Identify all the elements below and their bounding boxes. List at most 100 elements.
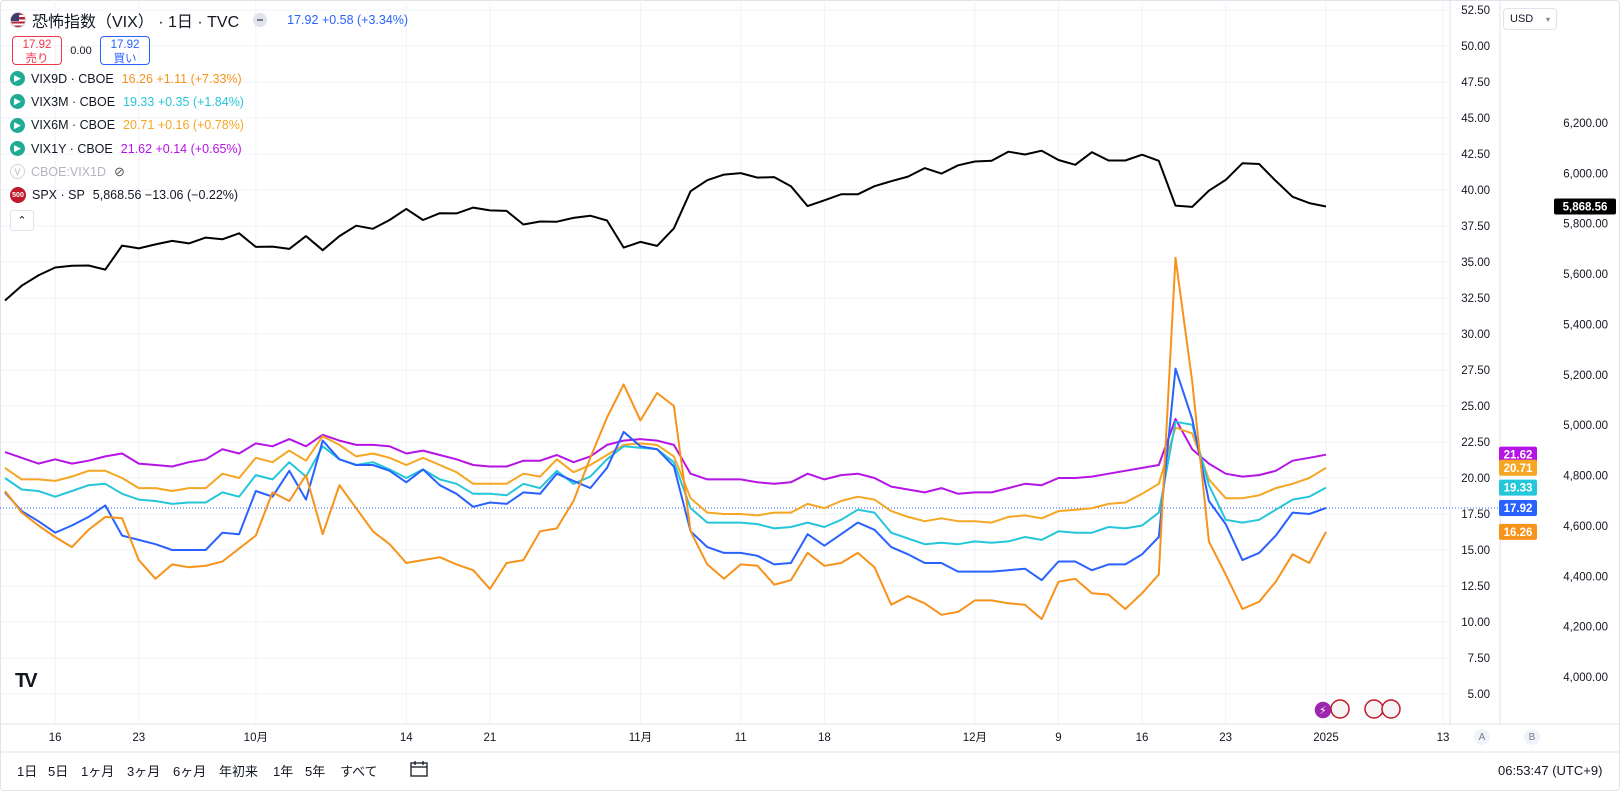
series-layer (0, 149, 1500, 621)
price-tag-label: 21.62 (1504, 450, 1533, 462)
series-line-1 (4, 426, 1327, 524)
range-button[interactable]: 3ヶ月 (127, 764, 161, 779)
left-axis-tick: 25.00 (1461, 401, 1490, 413)
last-price: 17.92 +0.58 (+3.34%) (287, 13, 409, 27)
legend-symbol: CBOE:VIX1D (31, 164, 107, 179)
buy-button[interactable]: 17.92 買い (100, 36, 150, 65)
left-axis-tick: 37.50 (1461, 221, 1490, 233)
us-flag-event-icon[interactable] (1330, 699, 1350, 719)
legend-value: 16.26 +1.11 (+7.33%) (121, 71, 242, 86)
legend-symbol: VIX9D · CBOE (31, 71, 114, 86)
spx-price-tag (1554, 198, 1616, 215)
time-axis-tick: 23 (132, 732, 145, 744)
currency-select[interactable]: USD ▾ (1503, 8, 1557, 30)
right-price-axis[interactable]: 6,200.00 6,000.00 5,800.00 5,600.00 5,400.00… (1563, 118, 1608, 684)
right-axis-tick: 5,600.00 (1563, 269, 1608, 281)
left-axis-tick: 47.50 (1461, 77, 1490, 89)
hidden-eye-icon[interactable]: ⊘ (114, 163, 125, 179)
main-symbol-row[interactable]: 恐怖指数（VIX） · 1日 · TVC 17.92 +0.58 (+3.34%… (10, 8, 408, 32)
legend-row[interactable]: ▶ VIX1Y · CBOE 21.62 +0.14 (+0.65%) (10, 137, 408, 160)
currency-label: USD (1510, 13, 1534, 25)
legend-value: 5,868.56 −13.06 (−0.22%) (92, 188, 239, 203)
cboe-logo-icon: ▶ (10, 94, 25, 110)
left-axis-tick: 27.50 (1461, 365, 1490, 377)
scale-b-button[interactable]: B (1524, 729, 1540, 745)
collapse-dot-icon[interactable] (253, 13, 268, 27)
time-axis-tick: 23 (1219, 732, 1232, 744)
legend-symbol: VIX1Y · CBOE (31, 141, 113, 156)
range-button[interactable]: 6ヶ月 (173, 764, 207, 779)
cboe-logo-icon: ▶ (10, 117, 25, 133)
us-flag-event-icon[interactable] (1364, 699, 1384, 719)
right-axis-tick: 5,000.00 (1563, 420, 1608, 432)
price-tag (1499, 523, 1537, 540)
legend-row[interactable]: ▶ VIX3M · CBOE 19.33 +0.35 (+1.84%) (10, 90, 408, 113)
range-button[interactable]: 5日 (48, 764, 69, 779)
time-axis[interactable]: 16 23 10月 14 21 11月 11 18 12月 9 16 23 2025 13 (49, 732, 1450, 744)
left-axis-tick: 5.00 (1468, 689, 1490, 701)
time-axis-tick: 10月 (244, 732, 268, 744)
price-tag-label: 20.71 (1504, 463, 1533, 475)
right-axis-tick: 5,800.00 (1563, 219, 1608, 231)
legend-symbol: SPX · SP (32, 188, 85, 203)
legend-value: 19.33 +0.35 (+1.84%) (123, 94, 244, 109)
sell-button[interactable]: 17.92 売り (12, 36, 62, 65)
range-button[interactable]: すべて (340, 764, 378, 779)
legend-row-spx[interactable]: 500 SPX · SP 5,868.56 −13.06 (−0.22%) (10, 183, 408, 206)
legend-row[interactable]: ▶ VIX9D · CBOE 16.26 +1.11 (+7.33%) (10, 67, 408, 90)
clock[interactable]: 06:53:47 (UTC+9) (1498, 763, 1603, 778)
time-axis-tick: 11 (735, 732, 747, 744)
left-axis-tick: 52.50 (1461, 5, 1490, 17)
event-icons[interactable]: ⚡ (1313, 699, 1401, 720)
left-axis-tick: 32.50 (1461, 293, 1490, 305)
right-axis-tick: 5,400.00 (1563, 319, 1608, 331)
left-axis-tick: 10.00 (1461, 617, 1490, 629)
price-tag-label: 17.92 (1504, 503, 1533, 515)
left-price-axis[interactable]: 52.50 50.00 47.50 45.00 42.50 40.00 37.50 35.00… (1461, 5, 1490, 701)
price-tag-label: 16.26 (1504, 527, 1533, 539)
time-axis-tick: 2025 (1313, 732, 1339, 744)
legend-row-vix1d[interactable]: V CBOE:VIX1D ⊘ (10, 160, 408, 183)
price-tag (1499, 459, 1537, 476)
left-axis-tick: 17.50 (1461, 509, 1490, 521)
spx-price-tag-label: 5,868.56 (1563, 201, 1608, 213)
tradingview-logo[interactable]: TV (15, 670, 37, 692)
legend-row[interactable]: ▶ VIX6M · CBOE 20.71 +0.16 (+0.78%) (10, 114, 408, 137)
price-tag (1499, 446, 1537, 463)
right-axis-tick: 6,000.00 (1563, 168, 1608, 180)
left-axis-tick: 35.00 (1461, 257, 1490, 269)
left-axis-tick: 12.50 (1461, 581, 1490, 593)
legend: 恐怖指数（VIX） · 1日 · TVC 17.92 +0.58 (+3.34%… (10, 8, 408, 231)
chevron-down-icon: ▾ (1545, 14, 1550, 24)
price-tag (1499, 479, 1537, 496)
calendar-icon[interactable] (410, 760, 428, 777)
legend-symbol: VIX3M · CBOE (31, 94, 116, 109)
range-button[interactable]: 1年 (273, 764, 294, 779)
time-axis-tick: 11月 (629, 732, 652, 744)
left-axis-tick: 15.00 (1461, 545, 1490, 557)
time-axis-tick: 13 (1437, 732, 1450, 744)
auto-scale-button[interactable]: A (1474, 729, 1490, 745)
legend-symbol: VIX6M · CBOE (31, 118, 116, 133)
right-axis-tick: 4,200.00 (1563, 622, 1608, 634)
right-axis-tick: 4,400.00 (1563, 571, 1608, 583)
left-axis-tick: 30.00 (1461, 329, 1490, 341)
time-axis-tick: 18 (818, 732, 831, 744)
collapse-legend-button[interactable]: ⌃ (10, 209, 34, 231)
left-axis-tick: 45.00 (1461, 113, 1490, 125)
series-line-4 (4, 256, 1327, 621)
us-flag-event-icon[interactable] (1381, 699, 1401, 719)
series-line-3 (4, 367, 1327, 582)
range-button[interactable]: 1ヶ月 (81, 764, 115, 779)
left-axis-tick: 22.50 (1461, 437, 1490, 449)
range-button[interactable]: 1日 (17, 764, 38, 779)
range-button[interactable]: 年初来 (219, 764, 259, 779)
cboe-logo-icon: ▶ (10, 71, 25, 87)
range-button[interactable]: 5年 (305, 764, 326, 779)
symbol-title[interactable]: 恐怖指数（VIX） · 1日 · TVC (32, 14, 240, 31)
series-line-0 (4, 418, 1327, 495)
left-axis-tick: 42.50 (1461, 149, 1490, 161)
series-line-2 (4, 420, 1327, 546)
